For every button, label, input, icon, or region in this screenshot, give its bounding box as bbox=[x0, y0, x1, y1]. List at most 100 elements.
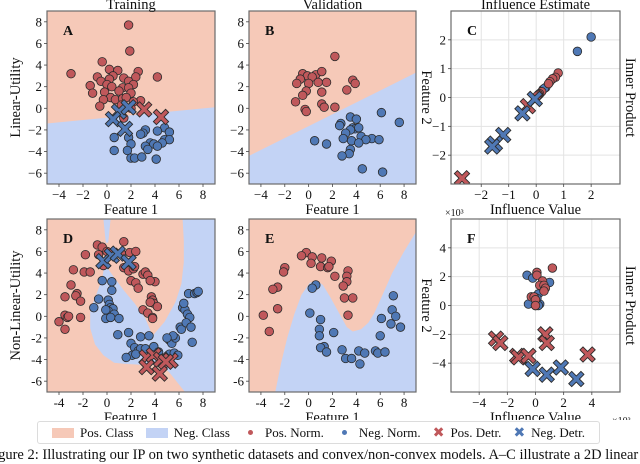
neg-norm-point bbox=[386, 319, 396, 329]
y-tick-label: 4 bbox=[36, 58, 43, 73]
neg-norm-point bbox=[137, 152, 147, 162]
pos-detr-marker bbox=[492, 334, 509, 352]
pos-norm-point bbox=[343, 310, 353, 320]
y-tick-label: 2 bbox=[36, 287, 43, 302]
legend-item-pos-norm: Pos. Norm. bbox=[242, 425, 324, 441]
neg-norm-point bbox=[376, 107, 387, 118]
pos-norm-point bbox=[114, 86, 124, 96]
panel-letter: C bbox=[467, 24, 477, 39]
neg-class-swatch bbox=[145, 427, 168, 438]
pos-norm-point bbox=[317, 66, 327, 77]
pos-norm-point bbox=[119, 237, 129, 247]
pos-norm-point bbox=[272, 304, 283, 314]
neg-norm-point bbox=[135, 129, 146, 139]
pos-norm-point bbox=[530, 300, 541, 311]
pos-detr-marker bbox=[538, 334, 556, 352]
pos-norm-point bbox=[330, 271, 340, 282]
right-axis-label: Inner Product bbox=[622, 58, 638, 137]
pos-norm-point bbox=[268, 284, 278, 294]
pos-norm-point bbox=[145, 275, 155, 286]
y-tick-label: 8 bbox=[36, 222, 43, 237]
y-tick-label: −4 bbox=[230, 144, 244, 159]
y-tick-label: 8 bbox=[238, 14, 245, 29]
y-multiplier: ×10³ bbox=[445, 208, 464, 219]
pos-norm-point bbox=[60, 292, 70, 302]
y-tick-label: 4 bbox=[440, 240, 447, 255]
legend-item-neg-class: Neg. Class bbox=[145, 425, 230, 441]
y-tick-label: 2 bbox=[440, 32, 447, 47]
pos-norm-point bbox=[330, 51, 340, 62]
pos-norm-point bbox=[338, 281, 348, 291]
y-tick-label: -4 bbox=[233, 352, 244, 367]
neg-norm-point bbox=[321, 139, 332, 149]
neg-norm-point bbox=[176, 324, 187, 334]
neg-norm-point bbox=[395, 322, 406, 332]
legend-item-pos-class: Pos. Class bbox=[52, 425, 134, 441]
pos-norm-point bbox=[63, 311, 74, 322]
pos-norm-point bbox=[131, 246, 141, 257]
legend-label: Pos. Norm. bbox=[264, 424, 324, 440]
neg-norm-point bbox=[152, 141, 163, 151]
x-tick-label: 4 bbox=[353, 187, 360, 202]
x-tick-label: 6 bbox=[176, 187, 183, 202]
pos-norm-point bbox=[348, 293, 358, 303]
plot-area bbox=[249, 11, 416, 184]
panel-e: -4 -2 0 2 4 6 8 -6 -4 -2 0 2 4 6 8 Feature 1 Feature 2 E bbox=[233, 218, 434, 420]
row-label: Non-Linear-Utility bbox=[8, 250, 24, 361]
neg-norm-point bbox=[107, 277, 117, 287]
legend: Pos. Class Neg. Class Pos. Norm. Neg. No… bbox=[37, 421, 600, 444]
cross-icon: ✖ bbox=[513, 424, 526, 441]
neg-detr-marker bbox=[514, 105, 531, 122]
x-tick-label: 0 bbox=[104, 187, 111, 202]
pos-norm-point bbox=[317, 87, 327, 97]
y-tick-label: 6 bbox=[36, 36, 43, 51]
neg-norm-point bbox=[388, 291, 399, 301]
pos-norm-point bbox=[85, 267, 95, 277]
x-tick-label: 8 bbox=[200, 187, 207, 202]
pos-norm-point bbox=[147, 313, 158, 324]
neg-class-region bbox=[103, 219, 111, 243]
y-tick-label: 0 bbox=[238, 309, 245, 324]
pos-norm-point bbox=[342, 85, 352, 95]
neg-norm-point bbox=[586, 32, 596, 42]
neg-norm-point bbox=[101, 305, 111, 315]
panel-a: −4 −2 0 2 4 6 8 −6 −4 −2 0 2 4 6 8 Feature 1 Linear-Util… bbox=[8, 0, 216, 218]
y-tick-label: -4 bbox=[31, 352, 42, 367]
y-tick-label: -2 bbox=[233, 330, 244, 345]
pos-norm-point bbox=[324, 261, 334, 272]
y-tick-label: 2 bbox=[238, 287, 245, 302]
pos-norm-point bbox=[297, 90, 308, 101]
pos-class-swatch bbox=[52, 427, 75, 438]
neg-norm-point bbox=[107, 285, 117, 296]
pos-norm-point bbox=[54, 317, 64, 327]
y-tick-label: −1 bbox=[432, 119, 446, 134]
x-tick-label: 6 bbox=[377, 187, 384, 202]
legend-item-neg-detr: ✖ Neg. Detr. bbox=[513, 425, 585, 441]
neg-norm-point bbox=[162, 333, 172, 343]
neg-norm-point bbox=[109, 132, 119, 143]
neg-norm-point bbox=[122, 145, 133, 156]
pos-norm-point bbox=[258, 310, 269, 320]
neg-norm-point bbox=[307, 283, 317, 293]
legend-label: Neg. Norm. bbox=[358, 424, 421, 440]
pos-norm-point bbox=[87, 88, 98, 98]
neg-norm-point bbox=[131, 349, 141, 359]
x-tick-label: −2 bbox=[76, 187, 90, 202]
neg-detr-marker bbox=[104, 110, 122, 128]
x-tick-label: 0 bbox=[533, 187, 540, 202]
neg-norm-point bbox=[114, 313, 124, 324]
x-tick-label: -4 bbox=[54, 395, 65, 410]
x-tick-label: 0 bbox=[305, 395, 312, 410]
pos-norm-point bbox=[123, 20, 134, 30]
neg-norm-point bbox=[135, 332, 146, 342]
y-tick-label: 6 bbox=[238, 244, 245, 259]
x-axis-label: Influence Value bbox=[490, 410, 581, 420]
y-tick-label: 2 bbox=[36, 79, 43, 94]
x-tick-label: 4 bbox=[589, 395, 596, 410]
pos-norm-point bbox=[68, 265, 79, 275]
column-title: Influence Estimate bbox=[481, 0, 590, 13]
right-axis-label: Feature 2 bbox=[418, 70, 434, 124]
neg-norm-point bbox=[105, 312, 116, 323]
neg-norm-point bbox=[391, 311, 401, 322]
row-label: Linear-Utility bbox=[8, 57, 24, 138]
